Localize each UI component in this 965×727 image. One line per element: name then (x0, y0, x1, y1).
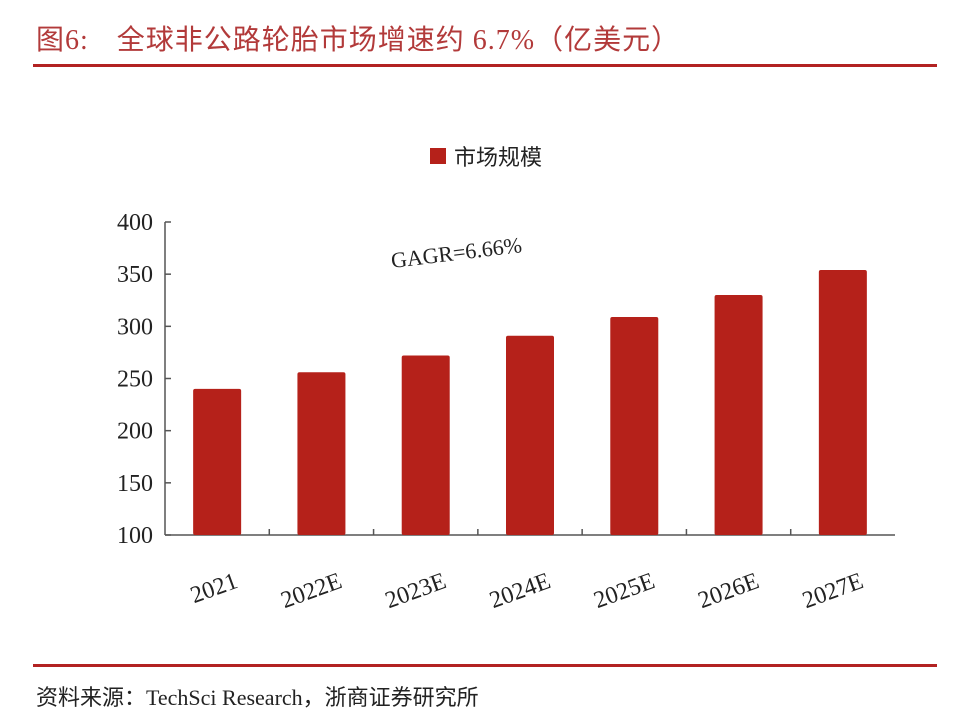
bar-2025E (610, 316, 659, 535)
y-axis: 100 150 200 250 300 350 400 (117, 210, 171, 549)
bottom-divider (33, 664, 937, 667)
bar-chart: 100 150 200 250 300 350 400 2021 2022E 2023E 2024… (117, 210, 895, 614)
bar-2026E (714, 295, 763, 535)
y-tick-label: 150 (117, 471, 153, 497)
x-tick-label: 2025E (591, 568, 659, 614)
bar-2022E (297, 372, 346, 535)
x-axis: 2021 2022E 2023E 2024E 2025E 2026E 2027E (165, 529, 895, 614)
bar-2021 (193, 388, 242, 535)
figure-title: 图6: 全球非公路轮胎市场增速约 6.7%（亿美元） (36, 18, 680, 58)
bar-2027E (818, 269, 867, 535)
x-tick-label: 2026E (695, 568, 763, 614)
y-tick-label: 200 (117, 419, 153, 445)
x-tick-label: 2022E (278, 568, 346, 614)
y-tick-label: 300 (117, 314, 153, 340)
x-tick-label: 2027E (799, 568, 867, 614)
y-tick-label: 400 (117, 210, 153, 236)
x-tick-label: 2021 (187, 568, 241, 609)
y-tick-label: 250 (117, 367, 153, 393)
top-divider (33, 64, 937, 67)
title-text: 全球非公路轮胎市场增速约 6.7%（亿美元） (116, 25, 681, 56)
x-tick-label: 2024E (486, 568, 554, 614)
bars (193, 269, 867, 535)
y-tick-label: 350 (117, 262, 153, 288)
legend-swatch (430, 148, 446, 164)
bar-2024E (506, 335, 554, 535)
legend-label: 市场规模 (454, 145, 543, 170)
y-tick-label: 100 (117, 523, 153, 549)
cagr-annotation: GAGR=6.66% (390, 232, 524, 273)
legend: 市场规模 (430, 140, 542, 172)
source-note: 资料来源：TechSci Research，浙商证券研究所 (36, 685, 479, 710)
bar-2023E (401, 355, 450, 535)
x-tick-label: 2023E (382, 568, 450, 614)
figure-label: 图6: (36, 25, 89, 56)
